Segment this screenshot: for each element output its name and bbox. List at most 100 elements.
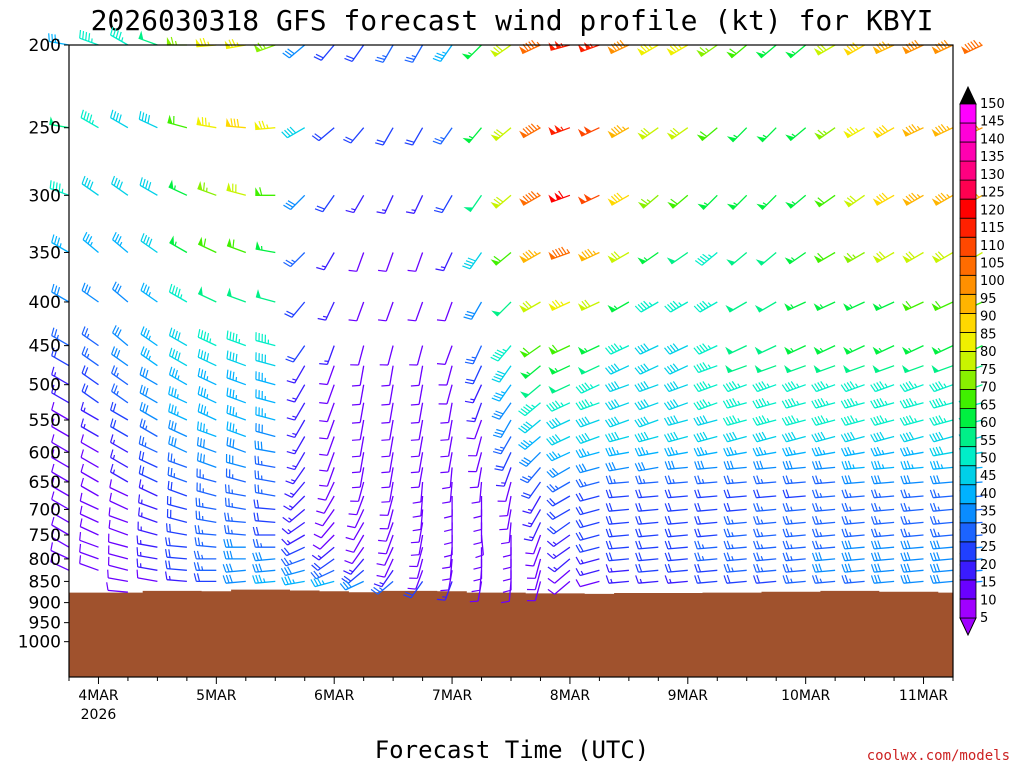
barb-feather — [433, 209, 443, 214]
barb-feather — [700, 460, 705, 469]
barb-half-feather — [766, 383, 770, 388]
wind-barb — [546, 546, 571, 560]
barb-pennant — [902, 198, 911, 206]
barb-feather — [814, 416, 820, 425]
barb-half-feather — [937, 492, 941, 498]
barb-feather — [554, 400, 561, 408]
y-tick-label: 700 — [29, 500, 61, 520]
barb-feather — [351, 486, 361, 489]
wind-barb — [811, 574, 836, 584]
barb-feather — [499, 515, 508, 517]
barb-shaft — [903, 558, 924, 562]
wind-barb — [929, 574, 954, 584]
barb-shaft — [933, 580, 954, 584]
barb-feather — [697, 563, 702, 572]
y-tick-label: 900 — [29, 594, 61, 614]
barb-feather — [781, 417, 787, 426]
wind-barb — [784, 345, 806, 355]
barb-feather — [139, 418, 143, 427]
barb-feather — [226, 350, 229, 359]
wind-barb — [310, 577, 335, 588]
barb-feather — [699, 255, 708, 262]
barb-feather — [852, 42, 859, 50]
barb-feather — [287, 48, 295, 55]
wind-barb — [756, 194, 777, 210]
barb-feather — [908, 381, 915, 389]
barb-shaft — [479, 481, 483, 502]
barb-shaft — [412, 44, 424, 63]
barb-feather — [113, 385, 118, 394]
wind-barb — [664, 300, 689, 313]
barb-feather — [722, 400, 728, 409]
barb-feather — [378, 269, 387, 272]
barb-shaft — [933, 384, 954, 393]
barb-feather — [787, 382, 794, 390]
barb-feather — [731, 381, 738, 389]
barb-pennant — [462, 137, 472, 143]
barb-half-feather — [766, 418, 770, 423]
barb-feather — [310, 579, 316, 587]
wind-barb — [410, 452, 424, 474]
wind-barb — [51, 347, 70, 367]
barb-half-feather — [560, 402, 564, 407]
wind-barb — [490, 44, 512, 58]
barb-feather — [752, 400, 758, 409]
barb-feather — [811, 461, 816, 470]
barb-shaft — [446, 365, 453, 386]
wind-barb — [519, 300, 541, 313]
wind-barb — [226, 387, 247, 404]
barb-feather — [634, 463, 640, 472]
wind-barb — [432, 127, 453, 145]
barb-feather — [84, 348, 89, 357]
barb-pennant — [755, 51, 765, 58]
barb-half-feather — [231, 529, 233, 534]
wind-barb — [281, 126, 306, 139]
barb-half-feather — [646, 199, 651, 203]
barb-shaft — [874, 580, 895, 584]
barb-half-feather — [502, 348, 507, 352]
barb-half-feather — [116, 390, 119, 396]
barb-feather — [254, 484, 257, 493]
barb-shaft — [446, 384, 453, 405]
barb-feather — [575, 436, 582, 444]
barb-feather — [473, 528, 482, 532]
wind-barb — [410, 467, 424, 489]
wind-barb — [404, 44, 424, 63]
barb-shaft — [326, 436, 335, 456]
barb-feather — [613, 194, 621, 201]
barb-feather — [547, 577, 555, 584]
barb-feather — [874, 475, 878, 484]
barb-feather — [811, 516, 816, 525]
wind-barb — [577, 193, 600, 205]
barb-shaft — [51, 291, 70, 303]
barb-feather — [282, 516, 290, 523]
wind-barb — [929, 515, 954, 525]
wind-barb — [345, 522, 365, 541]
wind-barb — [490, 127, 512, 142]
barb-pennant — [253, 44, 262, 52]
barb-feather — [519, 478, 528, 484]
colorbar-label: 80 — [980, 345, 997, 360]
wind-barb — [782, 446, 806, 457]
barb-feather — [723, 503, 728, 512]
barb-shaft — [756, 580, 777, 584]
wind-barb — [723, 574, 747, 584]
barb-half-feather — [760, 555, 764, 561]
barb-feather — [405, 211, 415, 214]
wind-barb — [546, 466, 571, 478]
barb-feather — [283, 547, 290, 555]
barb-feather — [112, 325, 117, 334]
barb-half-feather — [292, 465, 297, 468]
colorbar-swatch — [959, 465, 977, 486]
wind-barb — [109, 492, 129, 510]
barb-feather — [663, 417, 670, 426]
wind-barb — [410, 402, 424, 424]
barb-pennant — [872, 365, 881, 373]
barb-feather — [643, 399, 650, 407]
wind-barb — [605, 575, 629, 584]
barb-feather — [200, 404, 204, 414]
barb-shaft — [51, 425, 70, 438]
barb-feather — [432, 57, 441, 62]
barb-feather — [81, 383, 86, 392]
wind-barb — [195, 497, 217, 511]
